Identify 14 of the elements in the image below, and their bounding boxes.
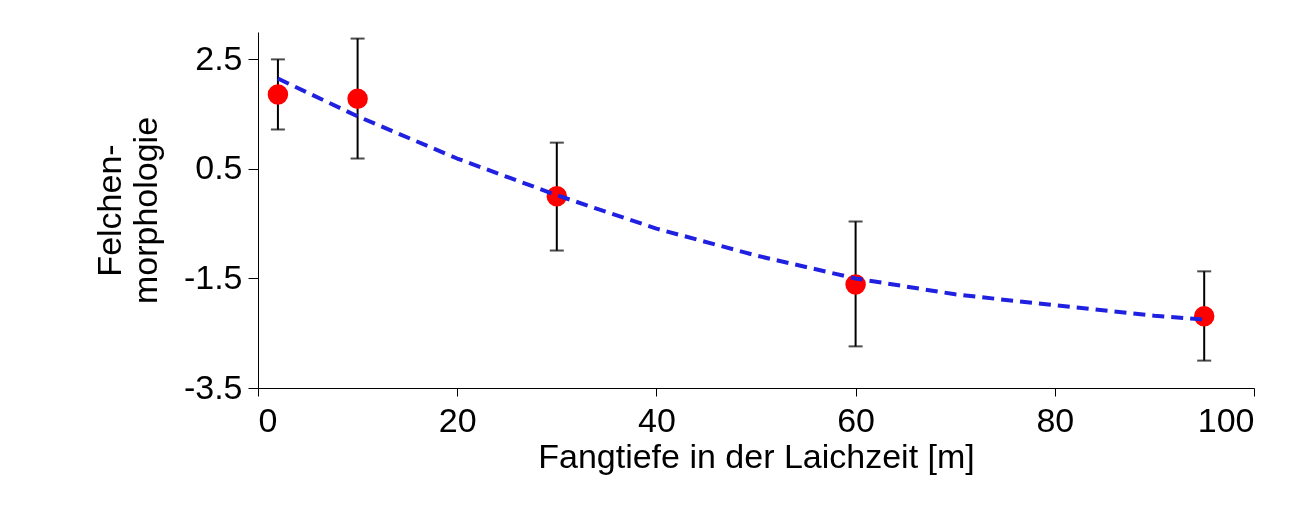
y-axis-title: Felchen- morphologie (89, 116, 164, 305)
x-tick-label: 0 (258, 400, 278, 439)
point (267, 84, 289, 105)
y-tick-label: -3.5 (183, 367, 243, 406)
y-tick-label: -1.5 (183, 257, 243, 296)
x-axis-title: Fangtiefe in der Laichzeit [m] (538, 436, 975, 475)
point (347, 88, 368, 110)
y-tick-label: 2.5 (195, 38, 243, 77)
x-tick-label: 100 (1197, 400, 1255, 439)
y-tick-label: 0.5 (195, 148, 243, 187)
x-tick-label: 20 (438, 400, 477, 439)
x-tick-label: 60 (837, 400, 876, 439)
x-tick-label: 80 (1036, 400, 1075, 439)
x-tick-label: 40 (637, 400, 676, 439)
